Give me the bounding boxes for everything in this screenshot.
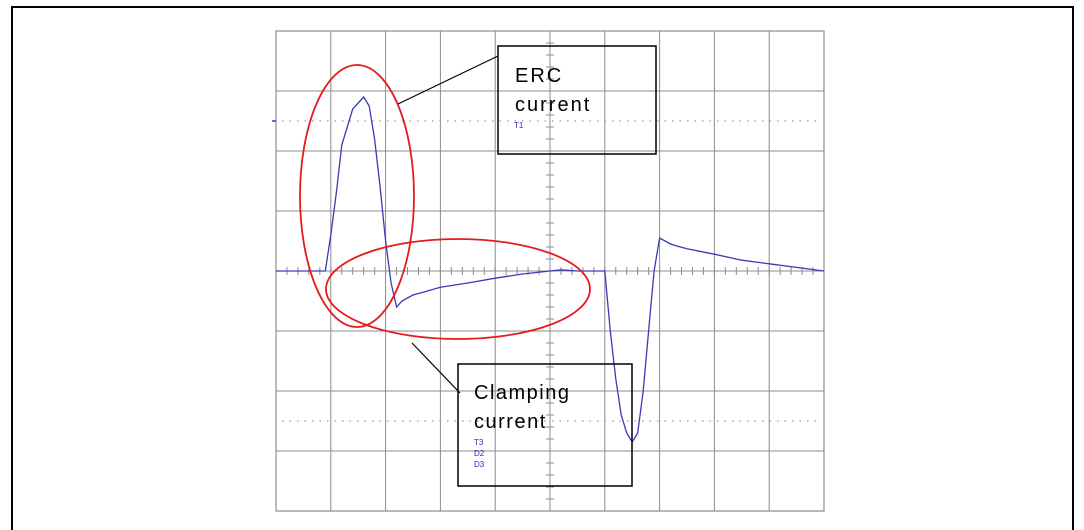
figure-frame [11, 6, 1074, 530]
erc-callout-box [497, 45, 657, 155]
grid [272, 30, 825, 512]
clamping-label-line2: current [474, 411, 547, 433]
clamping-label-line1: Clamping [474, 382, 570, 404]
erc-label-line1: ERC [515, 65, 563, 87]
clamping-callout: Clamping current T3 D2 D3 [411, 342, 633, 487]
trace-marker-d2: D2 [474, 449, 485, 458]
erc-highlight-ellipse [299, 64, 415, 328]
clamping-leader-line [411, 342, 461, 394]
clamping-callout-box [457, 363, 633, 487]
signal-trace [276, 95, 825, 444]
erc-label-line2: current [515, 94, 591, 116]
trace-marker-d3: D3 [474, 460, 485, 469]
trace-marker-t3: T3 [474, 438, 484, 447]
trace-layer [276, 95, 825, 444]
erc-leader-line [397, 55, 499, 105]
clamping-highlight-ellipse [325, 238, 591, 340]
trace-marker-t1: T1 [514, 121, 524, 130]
annotation-layer [299, 64, 591, 340]
erc-callout: ERC current T1 [397, 45, 657, 155]
